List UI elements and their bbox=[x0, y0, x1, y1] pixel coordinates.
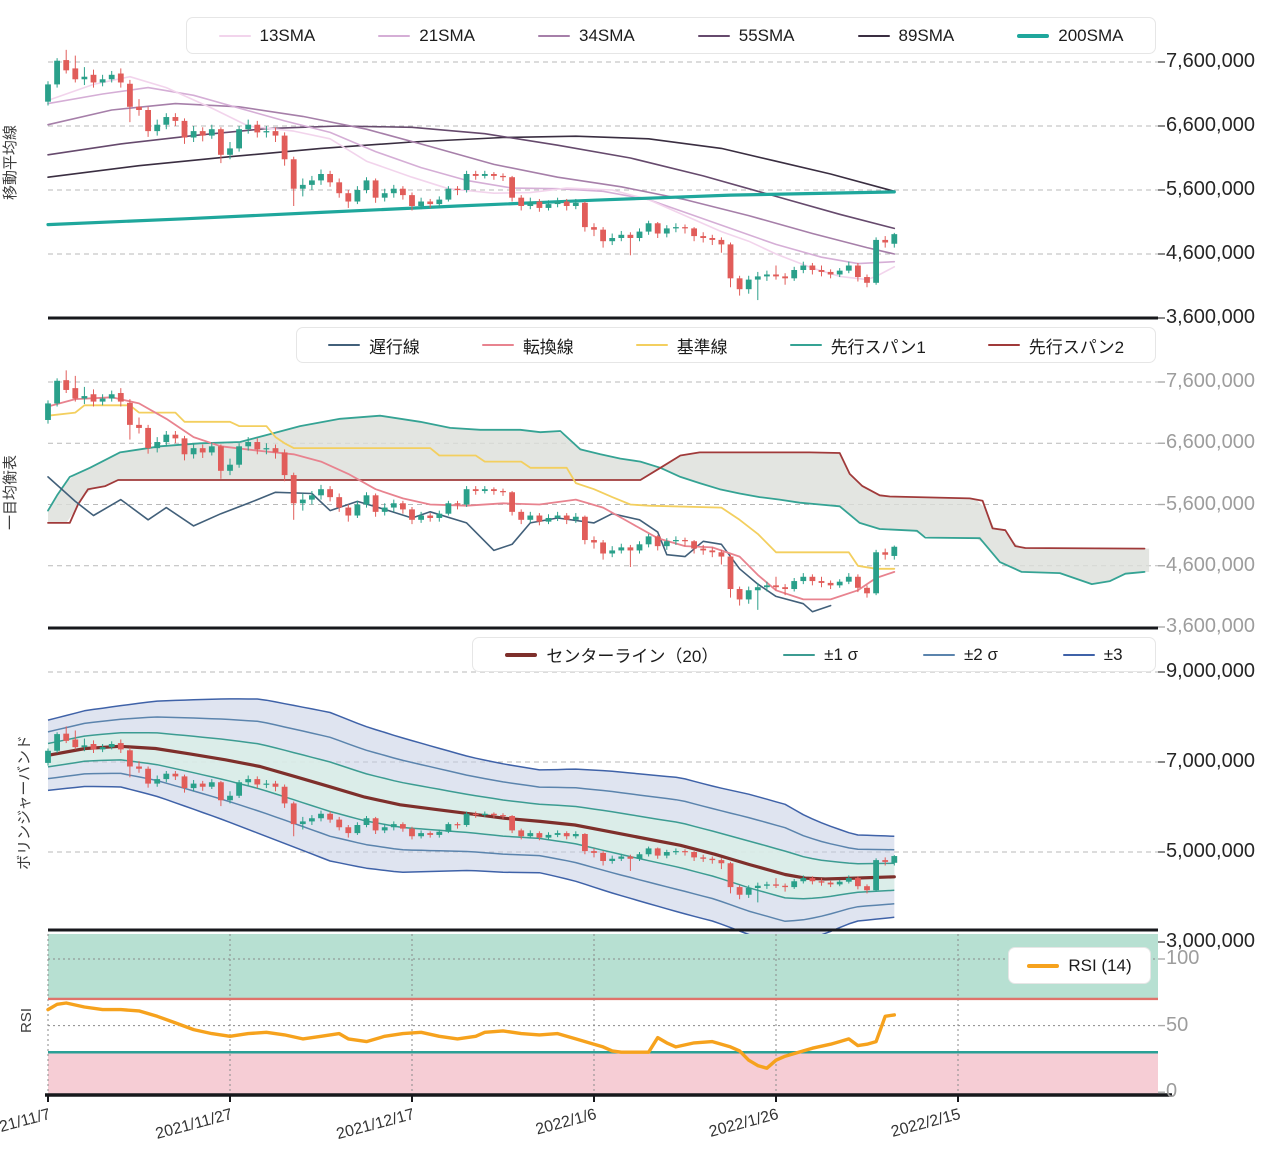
legend-item-55sma[interactable]: 55SMA bbox=[697, 25, 795, 46]
p1-ytick: 3,600,000 bbox=[1166, 306, 1255, 328]
p1-ytick: 5,600,000 bbox=[1166, 178, 1255, 200]
legend-item-sigma2[interactable]: ±2 σ bbox=[922, 644, 998, 665]
p3-ytick: 9,000,000 bbox=[1166, 660, 1255, 682]
line-swatch-icon bbox=[789, 344, 822, 346]
line-swatch-icon bbox=[505, 652, 538, 657]
legend-item-senkou-b[interactable]: 先行スパン2 bbox=[987, 333, 1125, 358]
panel-title-rsi: RSI bbox=[18, 1007, 36, 1034]
p1-ytick: 4,600,000 bbox=[1166, 242, 1255, 264]
p2-ytick: 7,600,000 bbox=[1166, 370, 1255, 392]
legend-ichimoku: 遅行線 転換線 基準線 先行スパン1 先行スパン2 bbox=[296, 327, 1156, 363]
legend-sma: 13SMA 21SMA 34SMA 55SMA 89SMA 200SMA bbox=[186, 17, 1156, 54]
legend-item-rsi14[interactable]: RSI (14) bbox=[1027, 955, 1132, 976]
legend-item-200sma[interactable]: 200SMA bbox=[1017, 26, 1123, 46]
line-swatch-icon bbox=[1062, 653, 1095, 656]
p2-ytick: 5,600,000 bbox=[1166, 492, 1255, 515]
p3-ytick: 7,000,000 bbox=[1166, 750, 1255, 772]
p4-ytick: 0 bbox=[1166, 1080, 1178, 1103]
line-swatch-icon bbox=[481, 344, 514, 346]
legend-label: ±1 σ bbox=[824, 644, 859, 664]
line-swatch-icon bbox=[697, 34, 730, 37]
line-swatch-icon bbox=[218, 34, 251, 37]
p3-ytick: 5,000,000 bbox=[1166, 840, 1255, 862]
legend-bollinger: センターライン（20） ±1 σ ±2 σ ±3 bbox=[472, 637, 1156, 672]
p1-ytick: 6,600,000 bbox=[1166, 114, 1255, 136]
p2-ytick: 6,600,000 bbox=[1166, 431, 1255, 454]
legend-item-kijun[interactable]: 基準線 bbox=[635, 333, 728, 358]
line-swatch-icon bbox=[378, 34, 411, 37]
legend-rsi: RSI (14) bbox=[1008, 947, 1151, 984]
panel-title-bollinger: ボリンジャーバンド bbox=[15, 735, 33, 870]
legend-item-89sma[interactable]: 89SMA bbox=[857, 25, 955, 46]
legend-item-sigma3[interactable]: ±3 bbox=[1062, 644, 1123, 665]
line-swatch-icon bbox=[1027, 963, 1060, 968]
legend-label: 34SMA bbox=[579, 25, 635, 45]
line-swatch-icon bbox=[538, 34, 570, 37]
legend-label: 先行スパン2 bbox=[1028, 337, 1125, 357]
p2-ytick: 3,600,000 bbox=[1166, 615, 1255, 637]
legend-item-sigma1[interactable]: ±1 σ bbox=[783, 645, 858, 665]
legend-label: ±2 σ bbox=[963, 644, 998, 664]
legend-label: 89SMA bbox=[898, 25, 955, 45]
legend-label: 21SMA bbox=[419, 25, 475, 45]
legend-label: 遅行線 bbox=[368, 337, 420, 357]
legend-label: 200SMA bbox=[1058, 25, 1124, 45]
legend-item-tenkan[interactable]: 転換線 bbox=[481, 333, 574, 358]
p1-ytick: 7,600,000 bbox=[1166, 50, 1255, 72]
legend-label: センターライン（20） bbox=[546, 647, 719, 666]
legend-item-chikou[interactable]: 遅行線 bbox=[327, 333, 420, 358]
legend-label: ±3 bbox=[1103, 644, 1123, 664]
p4-ytick: 50 bbox=[1166, 1013, 1189, 1036]
legend-label: 55SMA bbox=[738, 25, 795, 45]
legend-label: 13SMA bbox=[259, 25, 316, 45]
legend-label: RSI (14) bbox=[1068, 955, 1132, 975]
legend-label: 先行スパン1 bbox=[830, 337, 926, 357]
legend-item-centerline[interactable]: センターライン（20） bbox=[505, 642, 718, 667]
legend-item-21sma[interactable]: 21SMA bbox=[378, 26, 475, 46]
line-swatch-icon bbox=[635, 344, 668, 346]
legend-label: 基準線 bbox=[676, 337, 728, 357]
panel-title-moving-averages: 移動平均線 bbox=[2, 124, 20, 201]
line-swatch-icon bbox=[1017, 33, 1050, 38]
line-swatch-icon bbox=[783, 653, 816, 656]
p4-ytick: 100 bbox=[1166, 947, 1200, 969]
legend-item-34sma[interactable]: 34SMA bbox=[538, 26, 635, 46]
p2-ytick: 4,600,000 bbox=[1166, 553, 1255, 576]
p3-ytick: 3,000,000 bbox=[1166, 930, 1255, 952]
line-swatch-icon bbox=[922, 653, 955, 656]
line-swatch-icon bbox=[987, 344, 1020, 346]
line-swatch-icon bbox=[857, 34, 890, 37]
legend-item-13sma[interactable]: 13SMA bbox=[218, 25, 316, 46]
line-swatch-icon bbox=[327, 344, 360, 346]
panel-title-ichimoku: 一目均衡表 bbox=[2, 454, 20, 531]
legend-item-senkou-a[interactable]: 先行スパン1 bbox=[789, 333, 926, 358]
legend-label: 転換線 bbox=[522, 337, 574, 357]
